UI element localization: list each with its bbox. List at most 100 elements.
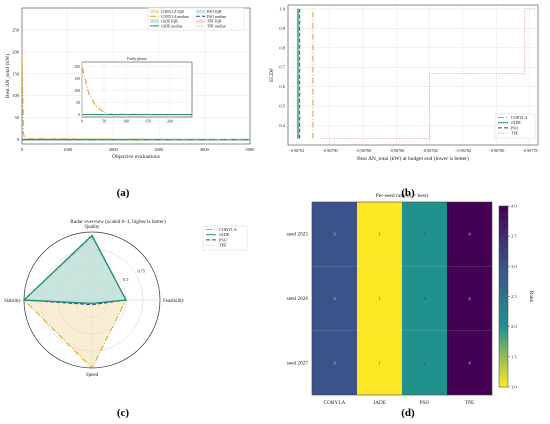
panel-d-cell [357,330,402,395]
panel-d-chart: Per-seed rank (1 = best) 3 1 2 4 3 1 2 4 3 1 2 4 COBY… [287,192,534,406]
panel-d-colorbar-segment [499,308,508,312]
panel-d-caption: (d) [401,407,415,419]
panel-d-ytick-label: seed 2027 [287,360,309,366]
panel-d-colorbar-tick-label: 4.0 [511,204,517,209]
panel-a-ytick-label: 50 [15,115,20,120]
panel-d-colorbar-segment [499,245,508,249]
panel-d-colorbar-segment [499,206,508,210]
panel-a-inset-ytick-label: 200 [74,65,80,69]
panel-b-xlabel: Best ΔN_total (kW) at budget end (lower … [357,155,469,162]
panel-d-colorbar-segment [499,218,508,222]
panel-d-colorbar-segment [499,281,508,285]
panel-a-legend-swatch [196,9,205,14]
panel-d-colorbar-segment [499,374,508,379]
panel-b-ytick-label: 0.7 [279,65,285,70]
panel-b-ytick-label: 0.4 [279,123,285,128]
panel-d-colorbar-segment [499,275,508,279]
panel-d-cell-label: 1 [378,296,380,301]
panel-a-legend-box [147,7,245,31]
panel-a-plot-frame [21,7,251,145]
panel-c-axis-label-speed: Speed [86,373,99,378]
panel-a-legend-swatch [196,19,205,23]
panel-a-inset-frame [81,61,193,118]
panel-a-legend-label: PSO IQR [207,10,222,14]
panel-a-inset-xtick-label: 150 [145,120,151,124]
panel-a-inset-ytick-label: 0 [78,113,80,117]
panel-d-colorbar-segment [499,311,508,315]
panel-b-ytick-label: 0.8 [279,45,285,50]
panel-d-colorbar-segment [499,380,508,385]
panel-a-legend-label: COBYLA median [161,15,189,19]
panel-a-xtick-label: 4000 [200,147,210,152]
panel-b-xtick-label: −0.96792 [288,148,304,153]
panel-d-colorbar-tick-label: 1.0 [511,385,517,390]
panel-d-colorbar-segment [499,368,508,373]
panel-a-chart: 0 1000 2000 3000 4000 5000050100150200250Obje… [4,7,255,160]
panel-d-colorbar-tick-label: 2.5 [511,294,517,299]
panel-d-colorbar-segment [499,287,508,291]
panel-d-colorbar-segment [499,266,508,270]
panel-d-colorbar-segment [499,248,508,252]
panel-d-colorbar-segment [499,290,508,294]
panel-d-colorbar-segment [499,350,508,355]
panel-d-colorbar-segment [499,338,508,343]
panel-a-legend-label: PSO median [207,15,226,19]
panel-b-xtick-label: −0.96788 [355,148,371,153]
panel-d-colorbar-segment [499,329,508,334]
panel-b-ytick-label: 0.5 [279,104,285,109]
panel-d-colorbar-segment [499,212,508,216]
panel-c-ring-label: 0.75 [137,268,145,273]
panel-a-legend-label: COBYLA IQR [161,10,184,14]
panel-d-colorbar-segment [499,278,508,282]
panel-a-series-cobyla [21,54,251,141]
panel-d-cell [402,266,447,331]
panel-d-colorbar-segment [499,314,508,319]
panel-d-cell [312,266,357,331]
panel-d-cell-label: 4 [468,296,471,301]
panel-a-inset-xtick-label: 0 [81,120,83,124]
panel-a-xtick-label: 0 [21,147,24,152]
panel-a-inset-ytick-label: 50 [76,101,80,105]
panel-d-colorbar-segment [499,332,508,337]
panel-d-colorbar-segment [499,317,508,322]
panel-d-colorbar-segment [499,242,508,246]
panel-a-inset-xtick-label: 100 [123,120,129,124]
panel-b-xtick-label: −0.96790 [322,148,338,153]
panel-d-xtick-label: TPE [465,400,474,406]
panel-d-colorbar-segment [499,377,508,382]
panel-b-ytick-label: 0.6 [279,84,285,89]
panel-b-xtick-label: −0.96786 [388,148,404,153]
panel-d-cell-label: 4 [468,232,471,237]
panel-d-colorbar-segment [499,215,508,219]
panel-d-colorbar-label: Rank [528,291,534,303]
panel-d-colorbar-segment [499,326,508,331]
panel-d-cell [312,330,357,395]
panel-d-colorbar-segment [499,371,508,376]
panel-a-inset-ytick-label: 100 [74,89,80,93]
panel-a-legend-label: JADE median [161,24,183,28]
panel-d-colorbar-segment [499,362,508,367]
panel-d-colorbar-tick-label: 3.0 [511,264,517,269]
panel-d-cell [357,266,402,331]
panel-d-colorbar-segment [499,227,508,231]
panel-b-series-tpe [321,8,537,140]
panel-d-colorbar-segment [499,344,508,349]
panel-d-cell [357,202,402,267]
panel-d-ytick-label: seed 2025 [287,232,309,238]
panel-d-xtick-label: COBYLA [324,400,346,406]
panel-a-ytick-label: 200 [12,49,20,54]
panel-d-colorbar-segment [499,302,508,306]
panel-a-xlabel: Objective evaluations [112,154,160,160]
panel-b-xtick-label: −0.96782 [455,148,471,153]
panel-c-legend-label: COBYLA [219,227,238,232]
panel-d-colorbar-segment [499,284,508,288]
panel-d-colorbar-segment [499,239,508,243]
panel-d-colorbar-tick-label: 3.5 [511,234,517,239]
panel-d-colorbar-segment [499,236,508,240]
panel-d-colorbar-segment [499,296,508,300]
panel-d-colorbar-segment [499,383,508,388]
panel-d-plot-frame [311,201,493,396]
panel-d-colorbar-segment [499,233,508,237]
panel-c-title: Radar overview (scaled 0–1, higher is be… [70,218,166,225]
